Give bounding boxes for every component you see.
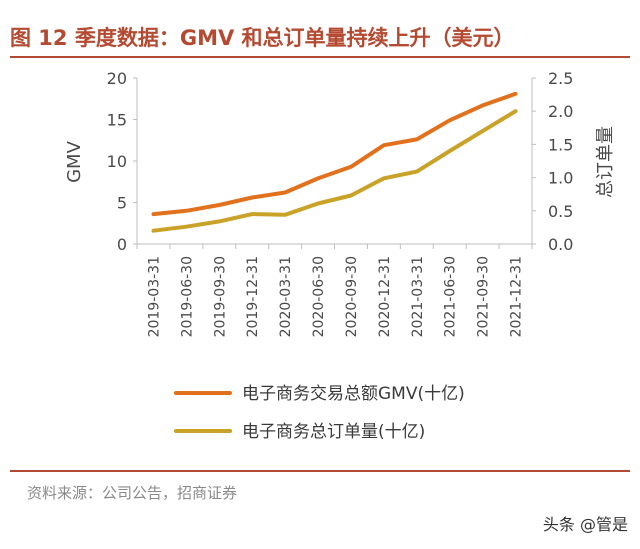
source-divider	[10, 470, 630, 472]
x-tick-label: 2021-09-30	[476, 256, 492, 337]
x-tick-label: 2021-03-31	[410, 256, 426, 337]
gmv-series-line	[151, 91, 518, 217]
title-divider	[10, 56, 630, 58]
y-left-tick-label: 0	[117, 235, 127, 254]
chart-lines	[151, 91, 518, 233]
y-right-tick-label: 1.0	[548, 169, 573, 188]
x-tick-label: 2019-12-31	[245, 256, 261, 337]
y-right-tick-label: 0.0	[548, 235, 573, 254]
y-right-tick-label: 0.5	[548, 202, 573, 221]
x-tick-label: 2020-06-30	[311, 256, 327, 337]
x-tick-label: 2019-09-30	[212, 256, 228, 337]
x-tick-label: 2021-12-31	[509, 256, 525, 337]
orders-series-line	[151, 109, 518, 233]
chart-axes: 0 5 10 15 20 0.0 0.5 1.0 1.5 2.0 2.5 2019-03-31 2019…	[64, 69, 616, 337]
x-tick-label: 2019-06-30	[179, 256, 195, 337]
y-left-tick-label: 15	[107, 111, 127, 130]
y-left-tick-label: 5	[117, 194, 127, 213]
orders-legend-label: 电子商务总订单量(十亿)	[242, 422, 425, 442]
y-right-tick-label: 1.5	[548, 135, 573, 154]
x-tick-label: 2020-03-31	[278, 256, 294, 337]
x-tick-label: 2019-03-31	[146, 256, 162, 337]
y-left-tick-label: 10	[107, 152, 127, 171]
gmv-legend-label: 电子商务交易总额GMV(十亿)	[242, 384, 465, 404]
chart-legend: 电子商务交易总额GMV(十亿) 电子商务总订单量(十亿)	[174, 384, 465, 442]
watermark: 头条 @管是	[542, 515, 628, 534]
y-left-axis-title: GMV	[64, 140, 85, 182]
y-right-tick-label: 2.0	[548, 102, 573, 121]
source-note: 资料来源：公司公告，招商证券	[27, 484, 238, 502]
x-tick-label: 2020-12-31	[377, 256, 393, 337]
y-right-tick-label: 2.5	[548, 69, 573, 88]
y-right-axis-title: 总订单量	[595, 126, 616, 198]
x-tick-label: 2021-06-30	[443, 256, 459, 337]
y-left-tick-label: 20	[107, 69, 127, 88]
figure-title: 图 12 季度数据：GMV 和总订单量持续上升（美元）	[10, 26, 515, 50]
x-tick-label: 2020-09-30	[344, 256, 360, 337]
